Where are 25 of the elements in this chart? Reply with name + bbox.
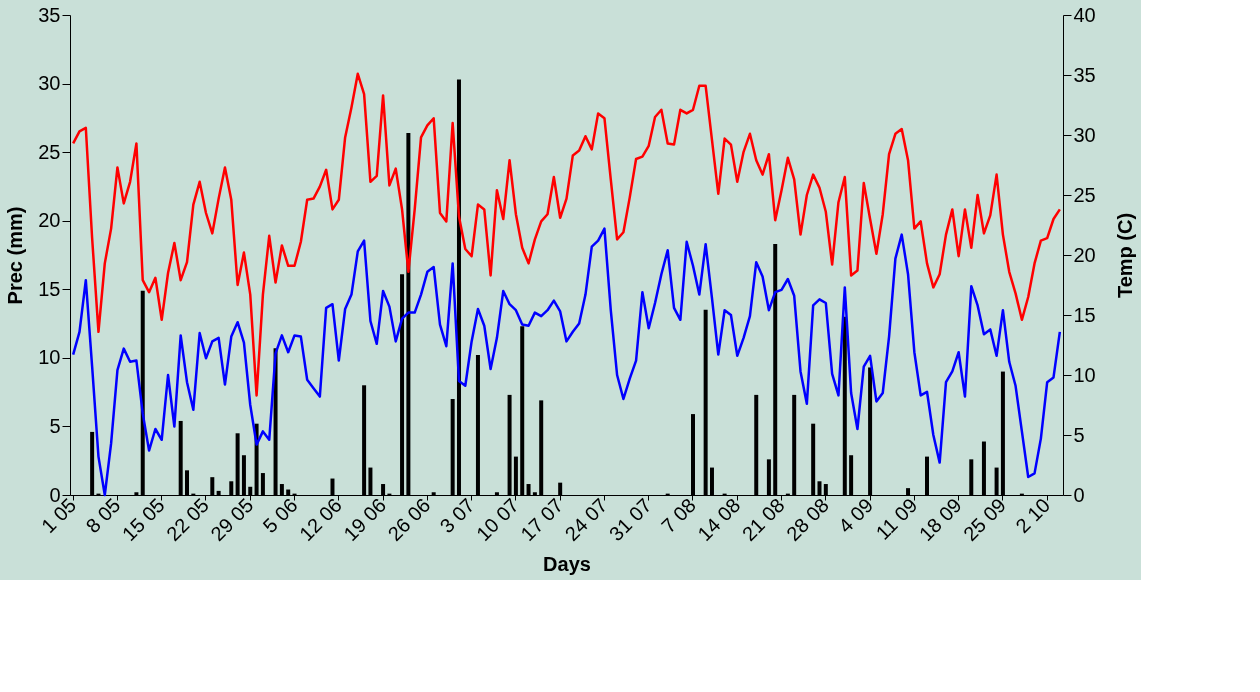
y-tick-label: 15 xyxy=(38,277,61,300)
y2-tick-label: 20 xyxy=(1073,243,1096,266)
y-tick-label: 30 xyxy=(38,72,61,95)
y-tick-label: 20 xyxy=(38,209,61,232)
y2-axis-title: Temp (C) xyxy=(1113,212,1136,299)
y2-tick-label: 30 xyxy=(1073,123,1096,146)
y-tick-label: 25 xyxy=(38,140,61,163)
y-tick-label: 10 xyxy=(38,346,61,369)
x-axis-title: Days xyxy=(543,552,591,575)
y2-tick-label: 40 xyxy=(1073,3,1096,26)
line-series xyxy=(71,72,1062,397)
y-axis-title: Prec (mm) xyxy=(4,206,27,305)
y2-tick-label: 0 xyxy=(1073,483,1085,506)
x-tick-label: 2 10 xyxy=(1011,494,1055,538)
y2-tick-label: 35 xyxy=(1073,63,1096,86)
x-tick-label: 5 06 xyxy=(258,494,302,538)
x-tick-label: 25 09 xyxy=(959,494,1010,545)
y2-tick-label: 15 xyxy=(1073,303,1096,326)
x-tick-label: 8 05 xyxy=(81,494,125,538)
x-tick-label: 31 07 xyxy=(604,494,656,545)
y2-tick-label: 25 xyxy=(1073,183,1096,206)
y2-tick-label: 5 xyxy=(1073,423,1085,446)
y-tick-label: 5 xyxy=(49,414,61,437)
y2-tick-label: 10 xyxy=(1073,363,1096,386)
y-tick-label: 35 xyxy=(38,3,61,26)
